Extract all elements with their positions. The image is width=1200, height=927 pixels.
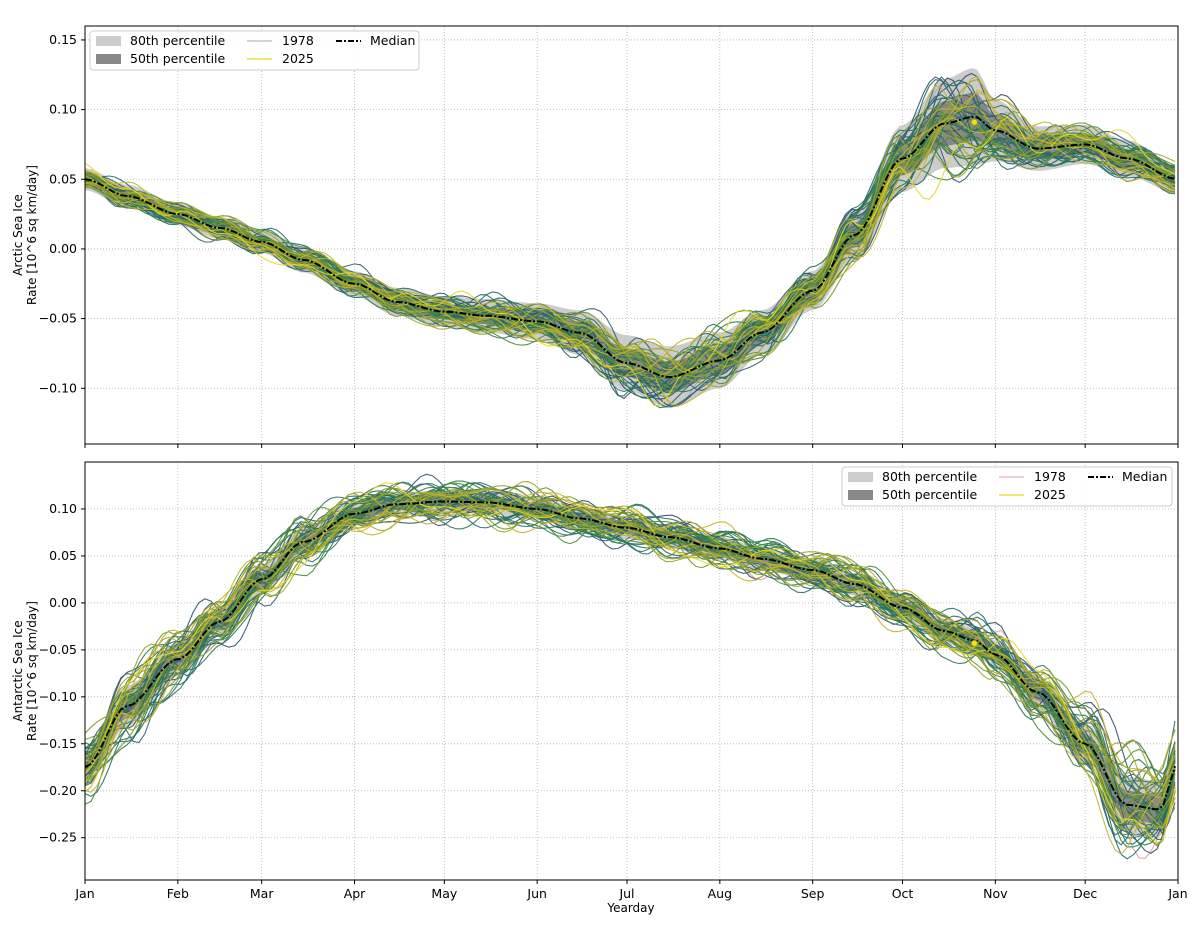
arctic-legend-1978-label: 1978 (282, 33, 314, 48)
antarctic-year-line-1992 (85, 490, 1176, 826)
antarctic-legend: 80th percentile 50th percentile 1978 202… (841, 466, 1173, 507)
antarctic-year-line-2002 (85, 480, 1176, 784)
arctic-year-line-2021 (85, 105, 1176, 378)
arctic-ylabel-line2: Rate [10^6 sq km/day] (25, 165, 39, 305)
antarctic-year-line-2004 (85, 495, 1176, 839)
antarctic-axes-frame (84, 461, 1179, 881)
antarctic-xtick-label-11: Dec (1073, 886, 1097, 901)
arctic-y-ticks: −0.10 −0.05 0.00 0.05 0.10 0.15 (39, 32, 85, 395)
arctic-year-line-2018 (85, 119, 1176, 373)
arctic-axes-frame (84, 25, 1179, 445)
arctic-legend-p50-label: 50th percentile (130, 51, 226, 66)
antarctic-legend-p80-swatch (848, 472, 873, 482)
arctic-legend-2025-label: 2025 (282, 51, 314, 66)
antarctic-year-line-1984 (85, 482, 1176, 823)
arctic-year-line-2019 (85, 123, 1176, 380)
antarctic-legend-p50-label: 50th percentile (882, 487, 978, 502)
antarctic-xtick-label-7: Aug (708, 886, 732, 901)
antarctic-ytick-label-0: −0.25 (39, 830, 77, 845)
antarctic-legend-median-label: Median (1122, 469, 1167, 484)
arctic-legend-p80-swatch (96, 36, 121, 46)
arctic-year-line-2025 (85, 116, 1176, 406)
antarctic-plot-area (85, 473, 1176, 860)
antarctic-year-line-2024 (85, 491, 1176, 821)
antarctic-panel: −0.25 −0.20 −0.15 −0.10 −0.05 0.00 0.05 0.10 Ja… (11, 461, 1188, 915)
antarctic-year-line-2018 (85, 491, 1176, 809)
antarctic-ytick-label-5: 0.00 (49, 595, 77, 610)
antarctic-xtick-label-12: Jan (1167, 886, 1187, 901)
antarctic-ylabel-line1: Antarctic Sea Ice (11, 620, 25, 721)
antarctic-ytick-label-3: −0.10 (39, 689, 77, 704)
arctic-year-line-1999 (85, 110, 1176, 378)
antarctic-ytick-label-2: −0.15 (39, 736, 77, 751)
arctic-year-line-2013 (85, 107, 1176, 374)
arctic-ytick-label-1: −0.05 (39, 311, 77, 326)
x-axis-label: Yearday (606, 901, 654, 915)
antarctic-x-ticks: Jan Feb Mar Apr May Jun Jul Aug Sep Oct Nov Dec Jan (74, 880, 1188, 901)
antarctic-legend-p80-label: 80th percentile (882, 469, 978, 484)
antarctic-legend-2025-label: 2025 (1034, 487, 1066, 502)
arctic-ytick-label-3: 0.05 (49, 171, 77, 186)
antarctic-year-line-2015 (85, 485, 1176, 783)
antarctic-xtick-label-4: May (431, 886, 457, 901)
antarctic-current-point (970, 639, 978, 647)
antarctic-year-line-2011 (85, 487, 1176, 796)
arctic-ytick-label-5: 0.15 (49, 32, 77, 47)
arctic-current-point (970, 118, 978, 126)
antarctic-xtick-label-8: Sep (801, 886, 825, 901)
antarctic-xtick-label-1: Feb (167, 886, 189, 901)
antarctic-year-line-2016 (85, 481, 1176, 806)
arctic-year-line-2020 (85, 85, 1176, 373)
arctic-ytick-label-0: −0.10 (39, 380, 77, 395)
arctic-median-line (85, 115, 1176, 379)
antarctic-y-ticks: −0.25 −0.20 −0.15 −0.10 −0.05 0.00 0.05 0.10 (39, 501, 85, 845)
arctic-plot-area (85, 68, 1176, 409)
antarctic-ytick-label-4: −0.05 (39, 642, 77, 657)
antarctic-xtick-label-0: Jan (74, 886, 94, 901)
arctic-ytick-label-4: 0.10 (49, 102, 77, 117)
antarctic-year-line-2025 (85, 482, 1176, 844)
antarctic-legend-p50-swatch (848, 490, 873, 500)
arctic-ylabel-line1: Arctic Sea Ice (11, 194, 25, 276)
antarctic-median-line (85, 500, 1176, 811)
arctic-year-line-2014 (85, 128, 1176, 374)
antarctic-xtick-label-2: Mar (250, 886, 274, 901)
antarctic-xtick-label-3: Apr (344, 886, 366, 901)
antarctic-ylabel-line2: Rate [10^6 sq km/day] (25, 601, 39, 741)
antarctic-year-line-2022 (85, 491, 1176, 855)
antarctic-xtick-label-6: Jul (618, 886, 634, 901)
arctic-legend-p50-swatch (96, 54, 121, 64)
antarctic-ytick-label-6: 0.05 (49, 548, 77, 563)
antarctic-xtick-label-9: Oct (892, 886, 914, 901)
arctic-year-line-2006 (85, 146, 1176, 377)
antarctic-year-line-2017 (85, 487, 1176, 830)
arctic-legend: 80th percentile 50th percentile 1978 202… (89, 30, 420, 71)
antarctic-year-line-2021 (85, 491, 1176, 799)
arctic-year-line-2017 (85, 78, 1176, 367)
antarctic-xtick-label-5: Jun (526, 886, 547, 901)
antarctic-ytick-label-1: −0.20 (39, 783, 77, 798)
antarctic-ytick-label-7: 0.10 (49, 501, 77, 516)
antarctic-year-line-1989 (85, 481, 1176, 836)
arctic-ytick-label-2: 0.00 (49, 241, 77, 256)
antarctic-year-line-2020 (85, 502, 1176, 788)
arctic-panel: −0.10 −0.05 0.00 0.05 0.10 0.15 Arctic Sea Ic… (11, 25, 1179, 448)
arctic-year-line-2024 (85, 117, 1176, 407)
arctic-band-50th-percentile (85, 92, 1175, 393)
arctic-legend-median-label: Median (370, 33, 415, 48)
antarctic-xtick-label-10: Nov (983, 886, 1008, 901)
arctic-x-ticks (84, 444, 1179, 448)
arctic-legend-p80-label: 80th percentile (130, 33, 226, 48)
arctic-year-line-2023 (85, 91, 1176, 371)
antarctic-legend-1978-label: 1978 (1034, 469, 1066, 484)
